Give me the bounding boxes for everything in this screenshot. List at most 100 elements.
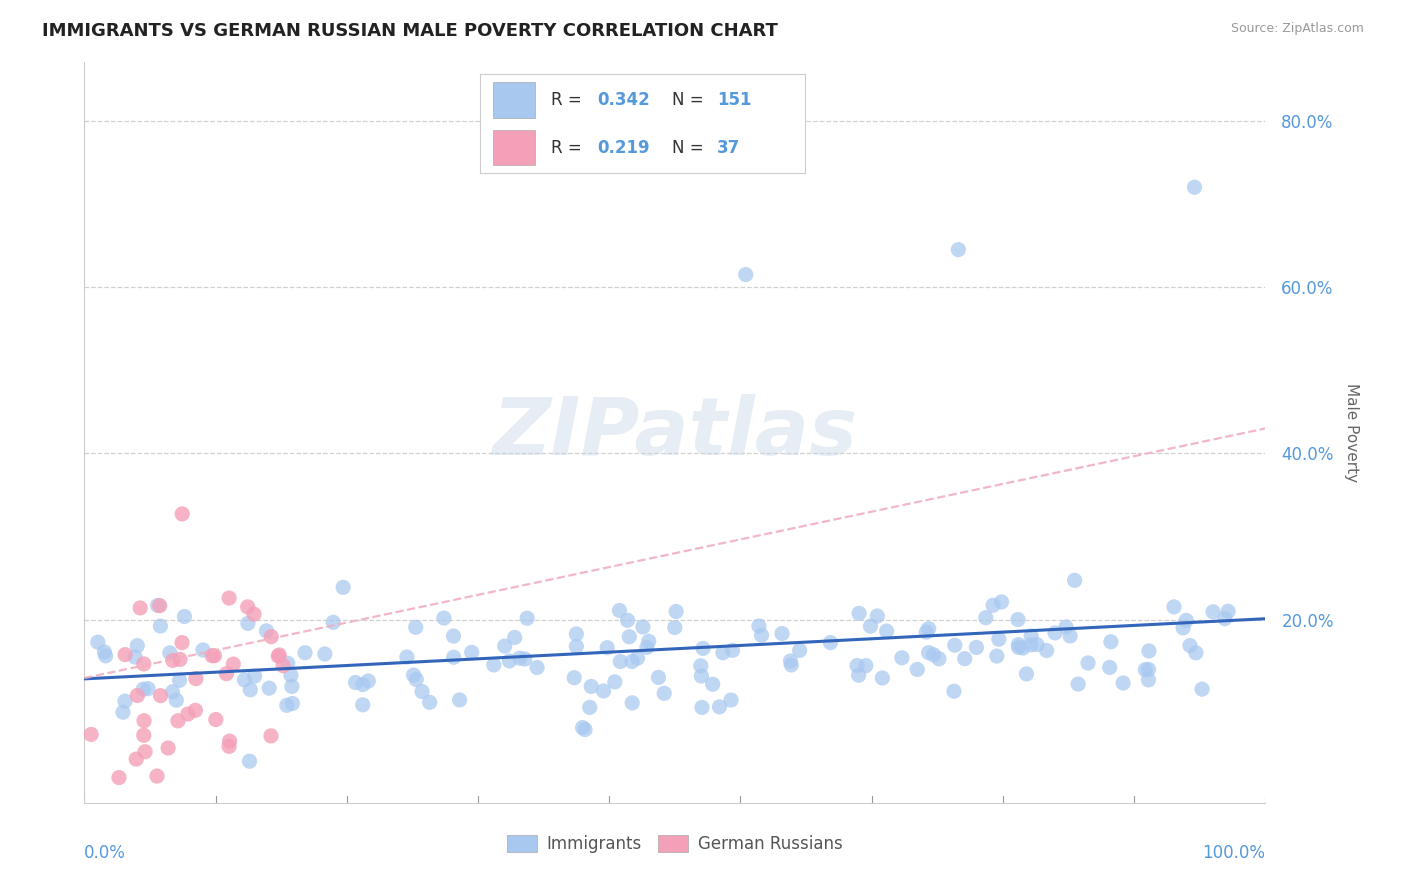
Point	[1135, 663, 1157, 677]
Point	[636, 640, 658, 655]
Point	[443, 629, 465, 643]
Point	[494, 639, 516, 653]
Point	[294, 646, 316, 660]
Point	[114, 694, 136, 708]
Point	[191, 643, 214, 657]
Point	[357, 673, 380, 688]
Point	[170, 635, 193, 649]
Point	[711, 646, 734, 660]
Point	[626, 651, 648, 665]
Point	[1015, 667, 1038, 681]
Point	[132, 657, 155, 671]
Point	[990, 595, 1012, 609]
Point	[222, 657, 245, 672]
Point	[167, 714, 190, 728]
Point	[789, 643, 811, 657]
Point	[876, 624, 898, 638]
Point	[162, 653, 184, 667]
Point	[866, 609, 889, 624]
Point	[165, 693, 187, 707]
Point	[846, 658, 869, 673]
Point	[1112, 676, 1135, 690]
Point	[579, 680, 602, 694]
Point	[647, 670, 669, 684]
Point	[943, 638, 966, 652]
Point	[332, 580, 354, 594]
Point	[503, 631, 526, 645]
Point	[127, 639, 149, 653]
Point	[709, 699, 731, 714]
Point	[859, 619, 882, 633]
Text: 0.0%: 0.0%	[84, 844, 127, 862]
Point	[281, 680, 304, 694]
Point	[201, 648, 224, 663]
Point	[621, 696, 644, 710]
Point	[146, 769, 169, 783]
Point	[260, 630, 283, 644]
Point	[621, 655, 644, 669]
Point	[159, 646, 181, 660]
Point	[111, 705, 134, 719]
Point	[239, 682, 262, 697]
Legend: Immigrants, German Russians: Immigrants, German Russians	[498, 826, 852, 861]
Text: IMMIGRANTS VS GERMAN RUSSIAN MALE POVERTY CORRELATION CHART: IMMIGRANTS VS GERMAN RUSSIAN MALE POVERT…	[42, 22, 778, 40]
Point	[578, 700, 600, 714]
Point	[574, 723, 596, 737]
Point	[177, 706, 200, 721]
Point	[981, 599, 1004, 613]
Point	[149, 619, 172, 633]
Point	[205, 713, 228, 727]
Point	[848, 607, 870, 621]
Point	[281, 697, 304, 711]
Point	[1019, 638, 1042, 652]
Point	[136, 681, 159, 696]
Point	[236, 616, 259, 631]
Point	[149, 599, 172, 613]
Point	[1185, 646, 1208, 660]
Point	[720, 693, 742, 707]
Point	[1184, 180, 1206, 194]
Point	[1059, 629, 1081, 643]
Point	[87, 635, 110, 649]
Point	[619, 630, 641, 644]
Point	[1171, 621, 1194, 635]
Point	[565, 627, 588, 641]
Point	[751, 628, 773, 642]
Point	[411, 684, 433, 698]
Point	[433, 611, 456, 625]
Point	[184, 703, 207, 717]
Point	[215, 666, 238, 681]
Point	[277, 657, 299, 671]
Point	[162, 685, 184, 699]
Point	[509, 651, 531, 665]
Point	[204, 648, 226, 663]
Point	[690, 669, 713, 683]
Point	[702, 677, 724, 691]
Point	[890, 650, 912, 665]
Point	[631, 620, 654, 634]
Point	[1054, 620, 1077, 634]
Point	[419, 695, 441, 709]
Point	[443, 650, 465, 665]
Point	[987, 632, 1010, 647]
Point	[1213, 612, 1236, 626]
Point	[269, 648, 291, 662]
Point	[1202, 605, 1225, 619]
Point	[93, 645, 115, 659]
Point	[1178, 639, 1201, 653]
Point	[271, 658, 294, 673]
Point	[257, 681, 280, 695]
Point	[498, 654, 520, 668]
Point	[965, 640, 987, 655]
Point	[609, 603, 631, 617]
Point	[848, 668, 870, 682]
Point	[734, 268, 756, 282]
Point	[922, 648, 945, 662]
Point	[352, 698, 374, 712]
Point	[948, 243, 970, 257]
Point	[267, 649, 290, 664]
Point	[405, 673, 427, 687]
Point	[609, 655, 631, 669]
Point	[1063, 574, 1085, 588]
Point	[637, 634, 659, 648]
